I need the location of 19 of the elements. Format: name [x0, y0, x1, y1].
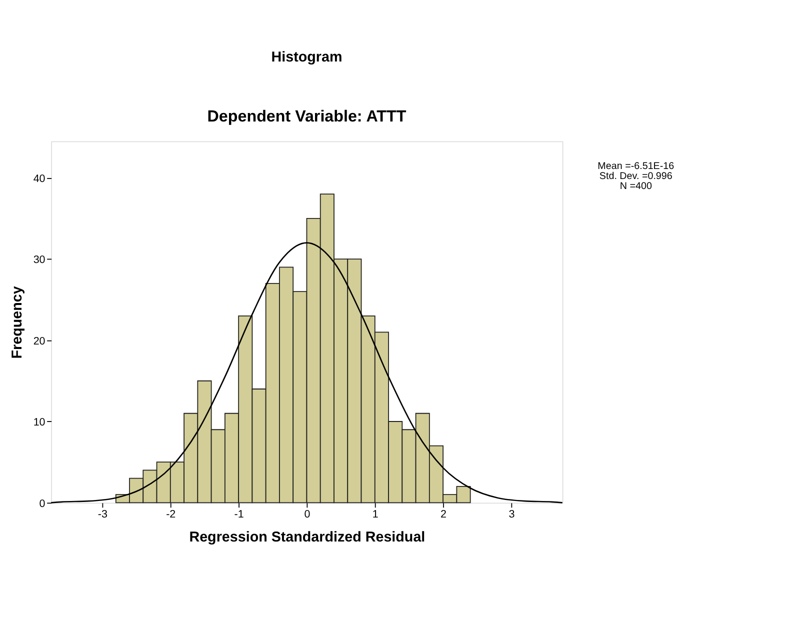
text: Std. Dev. =0.996 — [599, 170, 673, 182]
chart-title: Histogram — [271, 49, 342, 66]
y-tick-label: 0 — [39, 498, 46, 510]
y-tick-label: 20 — [33, 335, 46, 348]
x-tick-label: -3 — [98, 508, 108, 521]
x-axis-title: Regression Standardized Residual — [189, 530, 426, 546]
x-tick-label: 2 — [440, 508, 447, 521]
chart-subtitle: Dependent Variable: ATTT — [207, 108, 406, 126]
x-tick-label: 1 — [372, 508, 378, 521]
y-tick-label: 10 — [33, 416, 46, 429]
x-tick-label: 3 — [508, 508, 515, 521]
y-tick-label: 30 — [33, 254, 46, 266]
y-axis-title: Frequency — [10, 286, 26, 359]
text: Mean =-6.51E-16 — [598, 161, 675, 172]
x-tick-label: -1 — [234, 508, 244, 521]
y-tick-label: 40 — [33, 172, 46, 185]
x-tick-label: -2 — [166, 508, 176, 521]
text: N =400 — [620, 180, 652, 192]
x-tick-label: 0 — [304, 508, 310, 521]
